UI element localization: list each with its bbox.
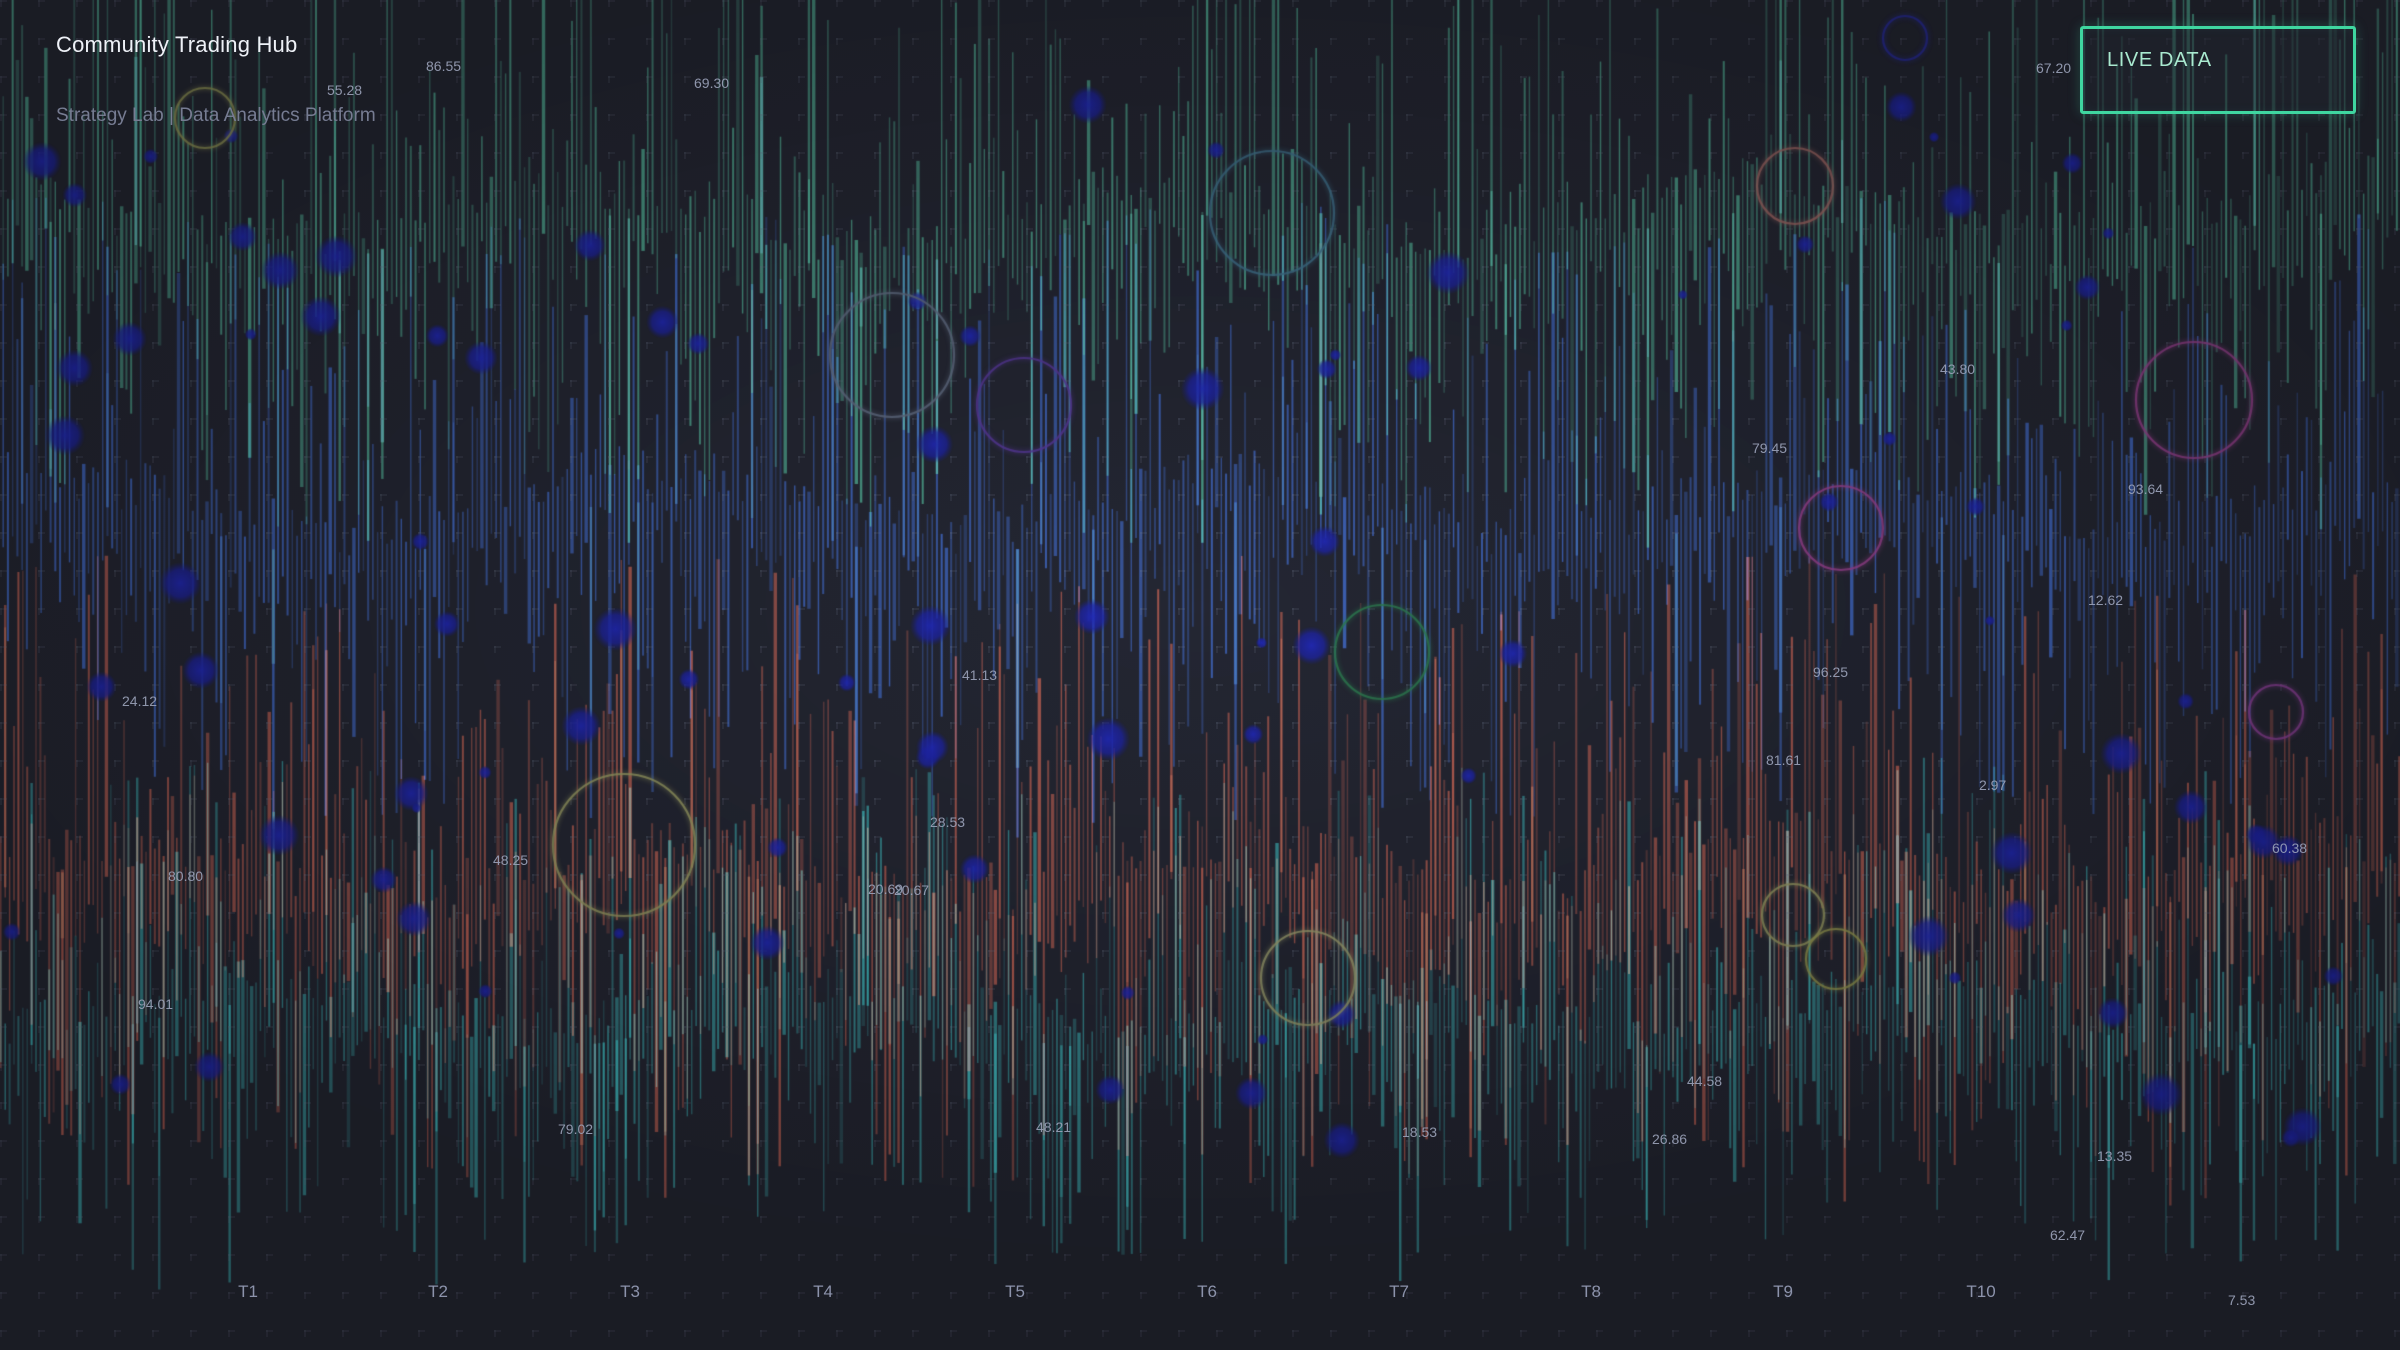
value-label: 20.69: [868, 881, 904, 897]
page-title: Community Trading Hub: [56, 32, 298, 57]
value-label: 48.25: [493, 852, 529, 868]
x-axis-tick-t5: T5: [1005, 1282, 1025, 1301]
value-label: 2.97: [1979, 777, 2007, 793]
page-subtitle: Strategy Lab | Data Analytics Platform: [56, 105, 376, 126]
value-label: 41.13: [962, 667, 998, 683]
value-label: 80.80: [168, 868, 204, 884]
value-label: 69.30: [694, 75, 730, 91]
value-label: 62.47: [2050, 1227, 2086, 1243]
live-data-badge[interactable]: LIVE DATA: [2080, 26, 2356, 114]
value-label: 94.01: [138, 996, 174, 1012]
value-label: 67.20: [2036, 60, 2072, 76]
x-axis-tick-t10: T10: [1966, 1282, 1996, 1301]
value-label: 12.62: [2088, 592, 2124, 608]
value-label: 26.86: [1652, 1131, 1688, 1147]
value-label: 60.38: [2272, 840, 2308, 856]
value-label: 81.61: [1766, 752, 1802, 768]
value-label: 13.35: [2097, 1148, 2133, 1164]
header: Community Trading Hub: [56, 32, 297, 58]
value-label: 48.21: [1036, 1119, 1072, 1135]
value-label: 43.80: [1940, 361, 1976, 377]
live-data-badge-label: LIVE DATA: [2107, 49, 2212, 71]
value-label: 18.53: [1402, 1124, 1438, 1140]
x-axis-tick-t4: T4: [813, 1282, 833, 1301]
value-label: 86.55: [426, 58, 462, 74]
x-axis-tick-t1: T1: [238, 1282, 258, 1301]
x-axis-tick-t2: T2: [428, 1282, 448, 1301]
value-label: 93.64: [2128, 481, 2164, 497]
value-label: 24.12: [122, 693, 158, 709]
x-axis-tick-t7: T7: [1389, 1282, 1409, 1301]
value-label: 28.53: [930, 814, 966, 830]
value-label: 79.45: [1752, 440, 1788, 456]
value-label: 79.02: [558, 1121, 594, 1137]
value-label: 44.58: [1687, 1073, 1723, 1089]
x-axis-tick-t9: T9: [1773, 1282, 1793, 1301]
value-label: 55.28: [327, 82, 363, 98]
value-label: 7.53: [2228, 1292, 2256, 1308]
x-axis-tick-t3: T3: [620, 1282, 640, 1301]
x-axis-tick-t6: T6: [1197, 1282, 1217, 1301]
x-axis-tick-t8: T8: [1581, 1282, 1601, 1301]
value-label: 96.25: [1813, 664, 1849, 680]
